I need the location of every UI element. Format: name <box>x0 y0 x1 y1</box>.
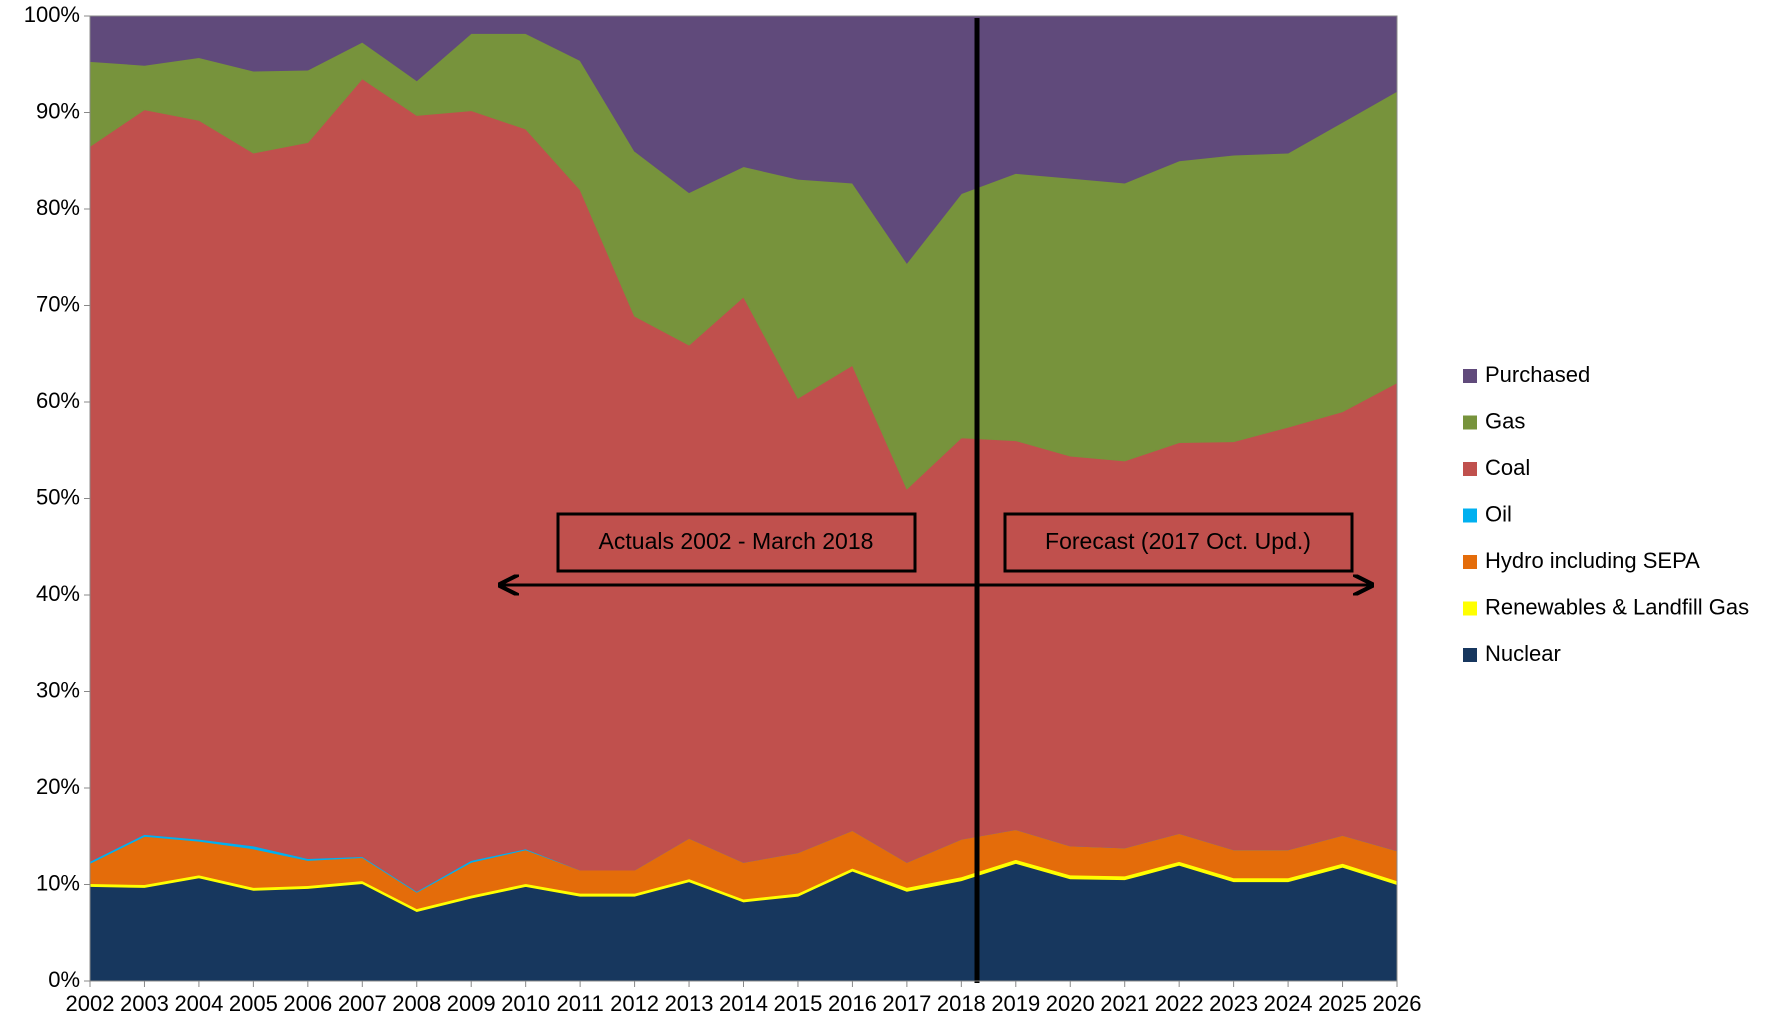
legend-label: Gas <box>1485 408 1525 433</box>
x-tick-label: 2005 <box>229 991 278 1016</box>
x-tick-label: 2023 <box>1209 991 1258 1016</box>
legend-label: Purchased <box>1485 362 1590 387</box>
y-tick-label: 20% <box>36 774 80 799</box>
y-tick-label: 10% <box>36 870 80 895</box>
legend-label: Coal <box>1485 455 1530 480</box>
annotation: Forecast (2017 Oct. Upd.) <box>1045 528 1311 554</box>
x-tick-label: 2002 <box>66 991 115 1016</box>
x-tick-label: 2022 <box>1155 991 1204 1016</box>
x-tick-label: 2024 <box>1264 991 1313 1016</box>
legend-swatch <box>1463 462 1477 476</box>
x-tick-label: 2011 <box>556 991 603 1016</box>
legend-swatch <box>1463 415 1477 430</box>
y-tick-label: 70% <box>36 291 80 316</box>
legend-swatch <box>1463 508 1477 523</box>
legend-label: Nuclear <box>1485 641 1561 666</box>
x-tick-label: 2008 <box>392 991 441 1016</box>
x-tick-label: 2019 <box>991 991 1040 1016</box>
legend-label: Oil <box>1485 501 1512 526</box>
x-tick-label: 2021 <box>1100 991 1149 1016</box>
x-tick-label: 2010 <box>501 991 550 1016</box>
x-tick-label: 2013 <box>665 991 714 1016</box>
annotation-box <box>556 512 917 573</box>
y-tick-label: 0% <box>48 967 80 992</box>
x-tick-label: 2016 <box>828 991 877 1016</box>
legend-label: Hydro including SEPA <box>1485 548 1700 573</box>
x-tick-label: 2017 <box>882 991 931 1016</box>
x-tick-label: 2014 <box>719 991 768 1016</box>
y-tick-label: 90% <box>36 98 80 123</box>
y-tick-label: 100% <box>24 2 80 27</box>
x-tick-label: 2020 <box>1046 991 1095 1016</box>
legend-label: Renewables & Landfill Gas <box>1485 594 1749 619</box>
x-tick-label: 2007 <box>338 991 387 1016</box>
legend-swatch <box>1463 555 1477 569</box>
x-tick-label: 2009 <box>447 991 496 1016</box>
annotation-box <box>1003 512 1354 573</box>
x-tick-label: 2026 <box>1373 991 1422 1016</box>
y-tick-label: 50% <box>36 484 80 509</box>
y-tick-label: 60% <box>36 388 80 413</box>
x-tick-label: 2015 <box>773 991 822 1016</box>
x-tick-label: 2004 <box>174 991 223 1016</box>
overlay: Actuals 2002 - March 2018 Forecast (2017… <box>500 18 1372 983</box>
legend-swatch <box>1463 601 1477 616</box>
legend-swatch <box>1463 648 1477 662</box>
annotation: Actuals 2002 - March 2018 <box>599 528 874 554</box>
y-tick-label: 30% <box>36 677 80 702</box>
x-tick-label: 2018 <box>937 991 986 1016</box>
y-tick-label: 40% <box>36 581 80 606</box>
x-tick-label: 2003 <box>120 991 169 1016</box>
y-tick-label: 80% <box>36 195 80 220</box>
plot-area <box>89 15 1398 982</box>
x-tick-label: 2025 <box>1318 991 1367 1016</box>
x-tick-label: 2006 <box>283 991 332 1016</box>
x-tick-label: 2012 <box>610 991 659 1016</box>
legend-swatch <box>1463 369 1477 383</box>
